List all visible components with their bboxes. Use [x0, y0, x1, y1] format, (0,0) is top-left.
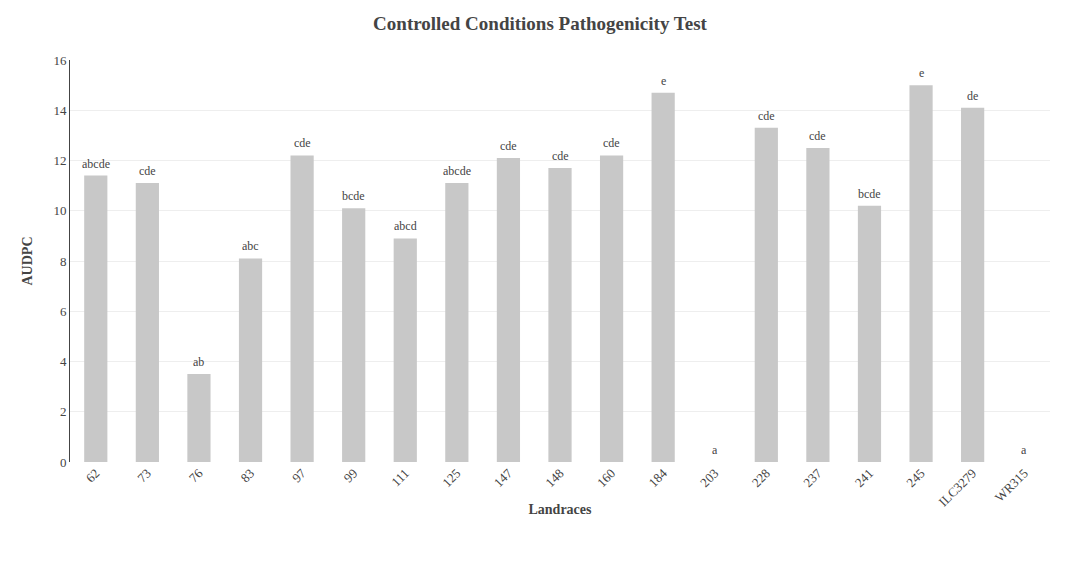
svg-text:cde: cde	[552, 149, 569, 163]
svg-text:e: e	[661, 74, 666, 88]
svg-text:237: 237	[800, 465, 825, 490]
svg-text:a: a	[712, 443, 718, 457]
svg-text:bcde: bcde	[858, 187, 881, 201]
svg-text:Controlled Conditions Pathogen: Controlled Conditions Pathogenicity Test	[373, 13, 707, 34]
svg-text:160: 160	[594, 466, 618, 490]
svg-text:0: 0	[60, 455, 67, 470]
svg-text:62: 62	[83, 466, 103, 486]
svg-text:184: 184	[645, 465, 670, 490]
svg-text:ILC3279: ILC3279	[936, 466, 980, 510]
svg-text:cde: cde	[809, 129, 826, 143]
svg-text:de: de	[967, 89, 978, 103]
svg-text:228: 228	[749, 466, 773, 490]
svg-text:73: 73	[134, 466, 154, 486]
svg-text:125: 125	[439, 466, 463, 490]
svg-text:abcde: abcde	[82, 157, 110, 171]
svg-text:147: 147	[491, 465, 516, 490]
svg-text:111: 111	[388, 466, 412, 490]
svg-text:245: 245	[903, 466, 927, 490]
svg-text:76: 76	[186, 465, 206, 485]
svg-text:12: 12	[53, 153, 66, 168]
svg-text:2: 2	[60, 404, 67, 419]
svg-text:203: 203	[697, 466, 721, 490]
svg-text:AUDPC: AUDPC	[20, 237, 35, 286]
svg-text:e: e	[919, 66, 924, 80]
svg-text:a: a	[1021, 443, 1027, 457]
svg-text:ab: ab	[193, 355, 204, 369]
svg-text:abcde: abcde	[443, 164, 471, 178]
svg-text:cde: cde	[758, 109, 775, 123]
svg-text:97: 97	[289, 465, 309, 485]
svg-text:cde: cde	[500, 139, 517, 153]
svg-text:6: 6	[60, 304, 67, 319]
svg-text:10: 10	[53, 203, 66, 218]
svg-text:Landraces: Landraces	[529, 502, 593, 517]
svg-text:241: 241	[852, 466, 876, 490]
svg-text:14: 14	[53, 103, 67, 118]
svg-text:83: 83	[237, 466, 257, 486]
svg-text:8: 8	[60, 254, 67, 269]
svg-text:99: 99	[341, 466, 361, 486]
svg-text:148: 148	[542, 466, 566, 490]
svg-text:abcd: abcd	[394, 219, 417, 233]
svg-text:cde: cde	[294, 136, 311, 150]
svg-text:bcde: bcde	[342, 189, 365, 203]
svg-text:WR315: WR315	[992, 466, 1031, 505]
svg-text:16: 16	[53, 53, 67, 68]
svg-text:cde: cde	[603, 136, 620, 150]
svg-text:abc: abc	[242, 239, 259, 253]
svg-text:cde: cde	[139, 164, 156, 178]
svg-text:4: 4	[60, 354, 67, 369]
